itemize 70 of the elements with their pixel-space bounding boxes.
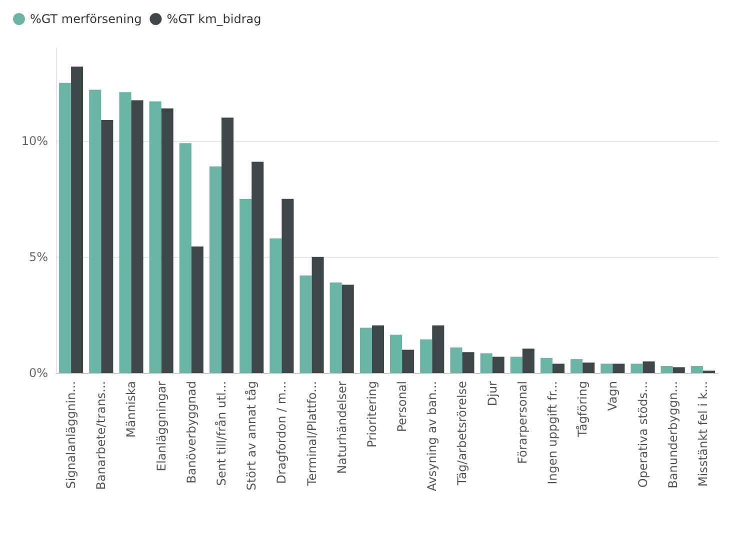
bar [342, 284, 354, 373]
bar [161, 108, 174, 373]
x-tick-label: Misstänkt fel i k... [696, 381, 710, 487]
bar [432, 325, 444, 373]
bar [480, 353, 492, 373]
legend-label: %GT merförsening [30, 12, 142, 26]
bar [492, 356, 504, 373]
x-tick-label: Operativa stöds... [636, 381, 650, 488]
bar [522, 348, 534, 373]
bar [402, 350, 414, 373]
x-tick-label: Människa [124, 381, 138, 438]
x-tick-label: Naturhändelser [334, 380, 349, 474]
bar [59, 82, 72, 373]
bar [420, 339, 432, 373]
x-tick-label: Sent till/från utl... [214, 381, 228, 486]
bar [191, 246, 204, 373]
x-tick-label: Tågföring [576, 381, 590, 438]
y-tick-label: 10% [21, 134, 48, 148]
x-tick-label: Prioritering [364, 381, 379, 448]
bar [300, 276, 312, 373]
bar [209, 166, 222, 373]
x-tick-label: Vagn [606, 381, 620, 411]
x-tick-label: Terminal/Plattfo... [304, 381, 319, 487]
bar [330, 282, 342, 373]
bar [270, 238, 282, 373]
bar [570, 359, 583, 373]
y-tick-label: 0% [28, 366, 48, 380]
x-tick-label: Banunderbyggn... [666, 381, 680, 488]
bar [101, 120, 114, 373]
x-tick-label: Förarpersonal [515, 381, 530, 464]
bar [372, 325, 384, 373]
bar [252, 162, 264, 373]
x-tick-label: Dragfordon / m... [274, 381, 289, 484]
bar [222, 118, 234, 373]
bar [672, 367, 685, 373]
y-tick-label: 5% [28, 250, 48, 264]
bar [179, 143, 192, 373]
bar [312, 256, 324, 373]
bar [240, 198, 252, 373]
bar [552, 364, 565, 373]
x-tick-label: Avsyning av ban... [425, 381, 440, 492]
bar [119, 92, 132, 373]
bar [390, 334, 402, 373]
x-tick-label: Stört av annat tåg [244, 381, 259, 490]
bar [642, 361, 655, 373]
x-tick-label: Personal [395, 381, 410, 432]
bar [510, 356, 522, 373]
bar [89, 90, 102, 373]
x-tick-label: Signalanläggnin... [64, 381, 78, 489]
bar [630, 364, 643, 373]
x-tick-label: Banöverbyggnad [184, 381, 198, 484]
bar [600, 364, 613, 373]
bar [282, 198, 294, 373]
bar [540, 358, 552, 373]
legend-label: %GT km_bidrag [166, 12, 262, 26]
bar [612, 364, 625, 373]
bar [450, 347, 462, 373]
bar [71, 66, 84, 373]
bar [149, 101, 162, 373]
x-tick-label: Banarbete/trans... [94, 381, 108, 490]
bar [660, 366, 673, 373]
bar [360, 328, 372, 373]
bar [131, 100, 144, 373]
x-tick-label: Ingen uppgift fr... [546, 381, 560, 484]
bar [690, 366, 703, 373]
bar [582, 362, 595, 373]
bar [462, 352, 474, 373]
x-tick-label: Elanläggningar [154, 380, 168, 472]
x-tick-label: Djur [485, 380, 500, 406]
x-tick-label: Täg/arbetsrörelse [455, 381, 470, 486]
